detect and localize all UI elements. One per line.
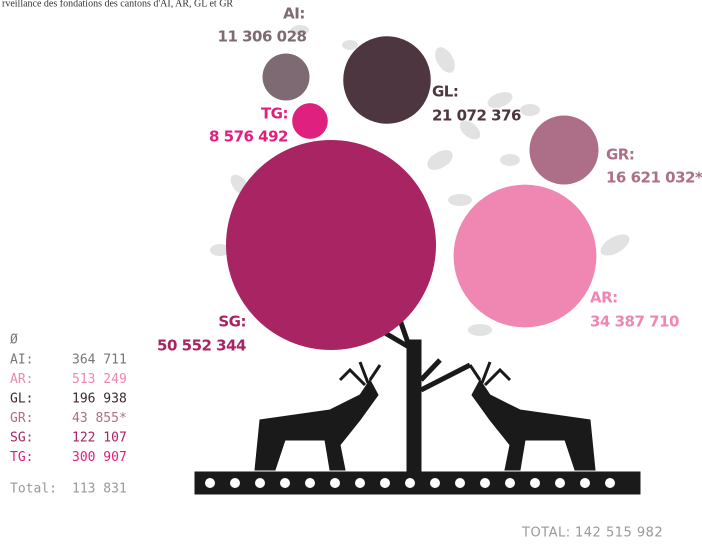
avg-label: TG: [10,450,33,465]
grand-total-label: TOTAL: [521,526,571,541]
bubble-name: SG: [218,313,246,331]
value-label: 16 621 032* [606,169,702,187]
page: {"chart_data": {"type": "bubble", "title… [0,0,702,544]
avg-label: AI: [10,353,33,368]
bubble-name: GR: [606,146,634,164]
bubble [263,54,310,101]
avg-value: 513 249 [72,372,127,387]
bubble [226,140,436,350]
value-label: 34 387 710 [590,313,679,331]
avg-value: 364 711 [72,353,127,368]
avg-value: 43 855* [72,411,127,426]
avg-value: 196 938 [72,392,127,407]
avg-label: GL: [10,392,33,407]
avg-label: SG: [10,431,33,446]
tree-silhouette [195,320,640,494]
value-label: 50 552 344 [157,337,246,355]
avg-value: 300 907 [72,450,127,465]
avg-label: GR: [10,411,33,426]
bubble-name: GL: [432,83,458,101]
chart-title: rveillance des fondations des cantons d'… [2,0,233,9]
bubble [529,115,598,184]
avg-header: Ø [10,333,18,348]
avg-value: 122 107 [72,431,127,446]
bubble-name: AR: [590,289,618,307]
bubble [454,185,597,328]
value-label: 8 576 492 [209,128,288,146]
bubble-name: TG: [261,105,288,123]
bubble [343,36,431,124]
avg-total-value: 113 831 [72,482,127,497]
avg-label: AR: [10,372,33,387]
value-label: 11 306 028 [218,28,307,46]
bubble [292,103,328,139]
value-label: 21 072 376 [432,107,521,125]
grand-total-value: 142 515 982 [575,526,663,541]
chart: rveillance des fondations des cantons d'… [0,0,702,544]
avg-total-label: Total: [10,482,57,497]
bubble-name: AI: [283,5,305,23]
